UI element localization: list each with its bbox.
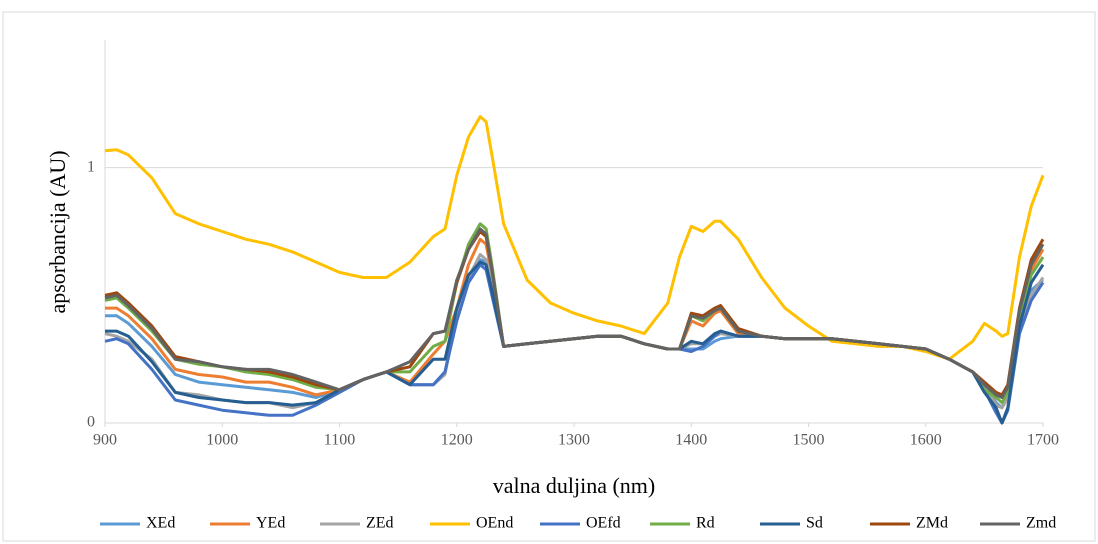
legend-label: Rd: [696, 515, 715, 532]
series-line: [104, 115, 1045, 361]
x-tick-label: 1400: [675, 432, 707, 449]
legend-label: OEfd: [586, 515, 621, 532]
series-line: [104, 227, 1045, 399]
legend-label: XEd: [146, 515, 175, 532]
x-tick-label: 1700: [1027, 432, 1059, 449]
x-tick-label: 1300: [558, 432, 590, 449]
legend-label: ZEd: [366, 515, 394, 532]
x-tick-label: 1000: [206, 432, 238, 449]
legend-label: Zmd: [1026, 515, 1056, 532]
x-tick-label: 900: [93, 432, 117, 449]
x-tick-label: 1500: [793, 432, 825, 449]
x-tick-label: 1200: [441, 432, 473, 449]
y-tick-label: 1: [87, 158, 95, 175]
x-tick-label: 1100: [324, 432, 355, 449]
x-tick-label: 1600: [910, 432, 942, 449]
legend-label: YEd: [256, 515, 285, 532]
legend-label: Sd: [806, 515, 823, 532]
chart-frame: [2, 11, 1096, 542]
y-axis-title: apsorbancija (AU): [45, 150, 70, 313]
x-axis-title: valna duljina (nm): [493, 473, 656, 498]
y-tick-label: 0: [87, 414, 95, 431]
legend-label: OEnd: [476, 515, 513, 532]
legend-label: ZMd: [916, 515, 948, 532]
